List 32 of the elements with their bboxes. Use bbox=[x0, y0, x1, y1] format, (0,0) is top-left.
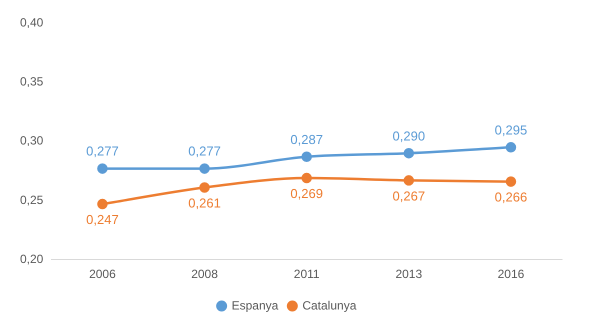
x-tick-label: 2016 bbox=[498, 267, 525, 282]
data-label: 0,295 bbox=[494, 122, 528, 138]
point bbox=[199, 163, 210, 174]
y-tick-label: 0,35 bbox=[20, 74, 44, 89]
point bbox=[301, 152, 312, 162]
data-label: 0,247 bbox=[86, 212, 119, 228]
data-label: 0,269 bbox=[290, 186, 323, 202]
data-label: 0,261 bbox=[188, 196, 221, 211]
data-label: 0,267 bbox=[392, 188, 426, 204]
y-tick-label: 0,25 bbox=[20, 192, 44, 207]
point bbox=[199, 182, 210, 193]
data-label: 0,266 bbox=[494, 190, 528, 205]
point bbox=[404, 175, 414, 186]
data-label: 0,287 bbox=[290, 132, 323, 147]
point bbox=[506, 142, 516, 153]
x-tick-label: 2006 bbox=[89, 267, 116, 282]
legend-label: Catalunya bbox=[302, 298, 357, 312]
point bbox=[97, 198, 108, 210]
y-tick-label: 0,40 bbox=[20, 16, 44, 30]
y-tick-label: 0,30 bbox=[20, 134, 44, 148]
data-label: 0,277 bbox=[188, 144, 221, 159]
point bbox=[97, 163, 108, 174]
data-label: 0,277 bbox=[86, 144, 119, 159]
point bbox=[506, 176, 516, 187]
point bbox=[404, 148, 414, 158]
y-tick-label: 0,20 bbox=[20, 252, 44, 266]
point bbox=[301, 172, 312, 184]
x-tick-label: 2008 bbox=[191, 267, 218, 282]
x-tick-label: 2011 bbox=[294, 267, 320, 282]
x-tick-label: 2013 bbox=[395, 267, 422, 282]
data-label: 0,290 bbox=[392, 128, 426, 144]
legend-label: Espanya bbox=[232, 298, 279, 312]
